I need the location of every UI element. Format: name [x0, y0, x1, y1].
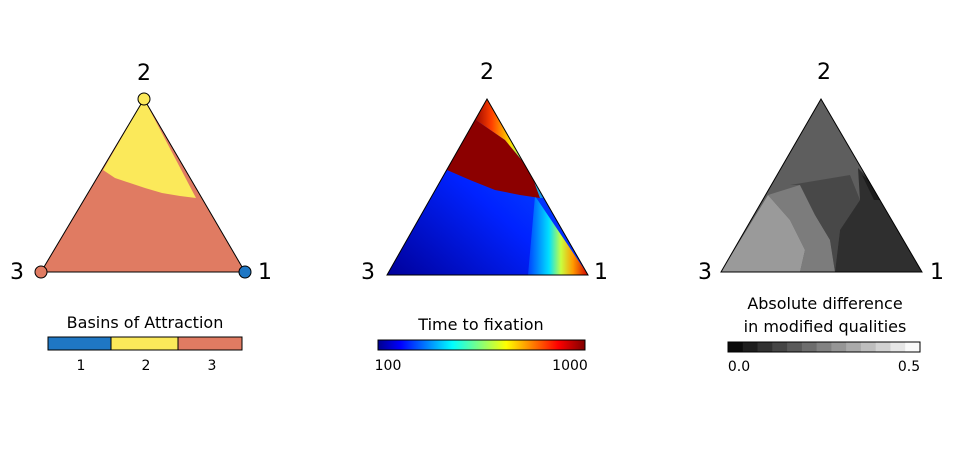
difference-colorbar-step	[742, 342, 759, 352]
difference-region-left-light	[721, 195, 805, 272]
fixation-vertex-label-2: 2	[480, 60, 494, 85]
fixation-dark-red-region	[447, 118, 540, 198]
vertex-3-marker	[34, 265, 48, 279]
difference-region-left-mid	[768, 185, 835, 272]
vertex-label-3: 3	[10, 260, 24, 285]
difference-colorbar-step	[772, 342, 788, 352]
basins-panel: 2 3 1 Basins of Attraction 1 2 3	[10, 61, 272, 374]
difference-colorbar-title-line2: in modified qualities	[744, 317, 907, 336]
fixation-vertex-label-3: 3	[361, 260, 375, 285]
vertex-2-marker	[137, 92, 151, 106]
basins-legend-label-1: 1	[77, 358, 86, 374]
difference-colorbar-title-line1: Absolute difference	[747, 294, 902, 313]
fixation-colorbar-title: Time to fixation	[417, 315, 543, 334]
difference-colorbar-step	[875, 342, 891, 352]
difference-vertex-label-2: 2	[817, 60, 831, 85]
difference-vertex-label-1: 1	[930, 260, 944, 285]
difference-colorbar	[728, 342, 921, 352]
fixation-triangle-outline	[386, 97, 589, 276]
difference-colorbar-step	[905, 342, 921, 352]
basins-legend-swatch-1	[47, 336, 112, 351]
difference-region-right-dark	[835, 168, 922, 272]
vertex-label-1: 1	[258, 260, 272, 285]
basins-legend-label-2: 2	[142, 358, 151, 374]
basins-legend-title: Basins of Attraction	[67, 313, 224, 332]
difference-colorbar-step	[846, 342, 862, 352]
basin-region-2	[103, 99, 196, 198]
difference-colorbar-min: 0.0	[728, 359, 750, 375]
fixation-right-band	[528, 196, 588, 275]
difference-colorbar-step	[801, 342, 818, 352]
difference-triangle-outline	[720, 98, 923, 273]
basins-legend-swatch-2	[110, 336, 179, 351]
difference-colorbar-step	[787, 342, 803, 352]
fixation-vertex-label-1: 1	[594, 260, 608, 285]
fixation-colorbar	[377, 339, 586, 351]
fixation-colorbar-min: 100	[375, 358, 402, 374]
vertex-1-marker	[238, 265, 252, 279]
difference-colorbar-step	[728, 342, 744, 352]
basins-triangle-outline	[40, 98, 246, 273]
difference-colorbar-border	[727, 341, 921, 353]
difference-panel: 2 3 1 Absolute difference in modified qu…	[698, 60, 944, 375]
difference-triangle	[721, 99, 922, 272]
fixation-triangle	[387, 99, 588, 275]
difference-colorbar-step	[816, 342, 832, 352]
vertex-label-2: 2	[137, 61, 151, 86]
basins-legend-swatch-3	[177, 336, 243, 351]
basins-legend-label-3: 3	[208, 358, 217, 374]
difference-colorbar-step	[831, 342, 847, 352]
fixation-colorbar-max: 1000	[552, 358, 588, 374]
difference-region-center	[790, 175, 860, 272]
difference-colorbar-step	[860, 342, 877, 352]
difference-colorbar-step	[890, 342, 906, 352]
difference-colorbar-max: 0.5	[898, 359, 920, 375]
fixation-top-band	[473, 99, 548, 198]
basins-triangle	[41, 99, 245, 272]
fixation-panel: 2 3 1 Time to fixation 100 1000	[361, 60, 608, 374]
difference-colorbar-step	[757, 342, 773, 352]
difference-vertex-label-3: 3	[698, 260, 712, 285]
